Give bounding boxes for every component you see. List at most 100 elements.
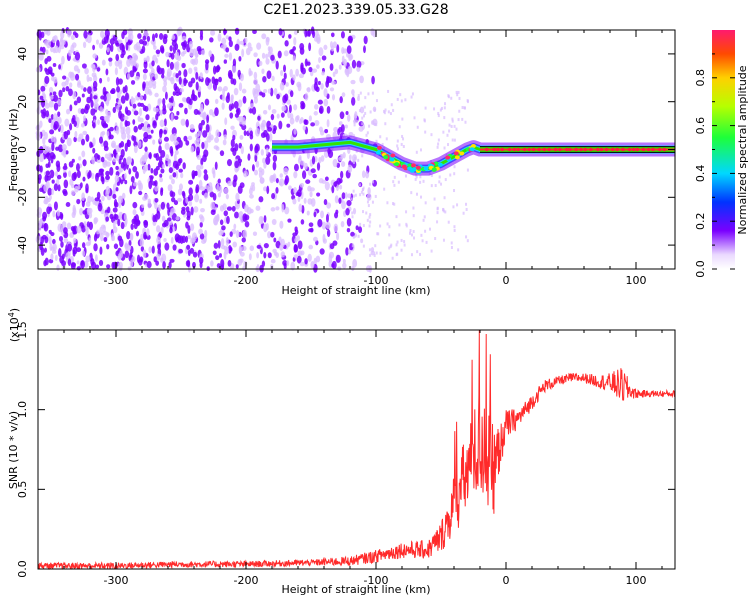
spectrogram-cell [386, 201, 389, 205]
spectrogram-cell [132, 209, 137, 216]
spectrogram-cell [410, 95, 413, 99]
spectrogram-cell [419, 252, 422, 256]
spectrogram-cell [430, 133, 433, 137]
spectrogram-cell [105, 123, 109, 128]
spectrogram-cell [180, 118, 186, 126]
spectrogram-cell [206, 135, 212, 143]
spectrogram-cell [260, 124, 265, 132]
spectrogram-cell [47, 187, 52, 196]
spectrogram-cell [63, 147, 67, 156]
spectrogram-cell [205, 123, 210, 133]
spectrogram-cell [216, 183, 220, 193]
spectrogram-cell [368, 224, 371, 228]
spectrogram-cell [232, 78, 237, 86]
colorbar-gradient [712, 30, 735, 269]
spectrogram-cell [348, 53, 354, 60]
spectrogram-cell [152, 120, 157, 129]
spectrogram-cell [45, 110, 50, 118]
spectrogram-cell [358, 226, 363, 233]
spectrogram-cell [450, 241, 453, 245]
spectrogram-cell [187, 249, 191, 257]
spectrogram-cell [101, 176, 105, 185]
spectrogram-cell [284, 40, 289, 47]
spectrogram-cell [117, 253, 122, 261]
spectrogram-cell [318, 47, 324, 57]
spectrogram-cell [298, 203, 303, 212]
spectrogram-cell [181, 62, 186, 69]
spectrogram-cell [126, 134, 131, 140]
spectrogram-cell [80, 259, 86, 269]
spectrogram-cell [443, 106, 446, 110]
spectrogram-cell [53, 123, 58, 131]
spectrogram-cell [423, 215, 426, 219]
spectrogram-cell [395, 215, 398, 219]
carrier-dot [558, 147, 562, 152]
spectrogram-cell [192, 251, 198, 258]
spectrogram-cell [318, 156, 322, 164]
spectrogram-cell [361, 122, 364, 126]
spectrogram-cell [123, 172, 127, 180]
spectrogram-cell [61, 144, 67, 151]
spectrogram-cell [189, 48, 194, 57]
spectrogram-cell [176, 235, 182, 244]
spectrogram-cell [323, 44, 328, 50]
carrier-dot [621, 147, 625, 152]
spectrogram-cell [245, 47, 251, 56]
spectrogram-cell [249, 208, 254, 214]
spectrogram-cell [379, 135, 382, 139]
spectrogram-cell [50, 114, 54, 120]
spectrogram-cell [197, 169, 202, 178]
spectrogram-cell [221, 93, 226, 102]
spectrogram-cell [361, 154, 364, 158]
spectrogram-cell [139, 102, 145, 108]
spectrogram-cell [166, 103, 172, 109]
spectrogram-cell [232, 134, 236, 141]
spectrogram-cell [332, 158, 338, 168]
spectrogram-cell [44, 75, 50, 85]
spectrogram-cell [231, 65, 237, 74]
spectrogram-cell [350, 79, 356, 85]
spectrogram-cell [424, 130, 427, 134]
spectrogram-cell [332, 71, 336, 78]
spectrogram-cell [312, 173, 317, 179]
spectrogram-cell [183, 135, 188, 142]
spectrogram-cell [204, 98, 210, 106]
colorbar-tick-label: 0.8 [694, 69, 707, 87]
spectrogram-cell [328, 254, 333, 263]
spectrogram-cell [366, 193, 372, 201]
spectrogram-cell [439, 108, 442, 112]
carrier-dot [579, 147, 583, 152]
carrier-dot [662, 147, 667, 152]
spectrogram-cell [219, 150, 225, 157]
spectrogram-cell [140, 233, 144, 240]
spectrogram-cell [58, 248, 62, 257]
spectrogram-cell [114, 67, 118, 76]
spectrogram-cell [340, 31, 345, 39]
spectrogram-cell [91, 156, 96, 165]
spectrogram-xlabel: Height of straight line (km) [281, 284, 430, 297]
spectrogram-cell [275, 240, 281, 249]
spectrogram-cell [276, 113, 280, 119]
spectrogram-cell [362, 114, 365, 118]
spectrogram-cell [175, 72, 179, 79]
spectrogram-cell [356, 60, 362, 69]
spectrogram-cell [256, 252, 260, 259]
spectrogram-cell [364, 171, 370, 179]
spectrogram-cell [256, 264, 260, 273]
spectrogram-cell [50, 232, 55, 237]
spectrogram-cell [198, 228, 203, 235]
spectrogram-cell [450, 124, 453, 128]
spectrogram-cell [118, 61, 123, 70]
spectrogram-cell [106, 243, 110, 250]
spectrogram-cell [159, 173, 163, 178]
spectrogram-cell [273, 237, 277, 243]
spectrogram-cell [109, 89, 115, 95]
spectrogram-cell [106, 93, 110, 98]
spectrogram-cell [242, 229, 248, 239]
spectrogram-cell [327, 149, 334, 159]
track-blob [407, 166, 413, 171]
spectrogram-cell [215, 255, 220, 261]
spectrogram-cell [223, 250, 227, 260]
spectrogram-cell [105, 170, 110, 177]
spectrogram-cell [251, 106, 257, 115]
